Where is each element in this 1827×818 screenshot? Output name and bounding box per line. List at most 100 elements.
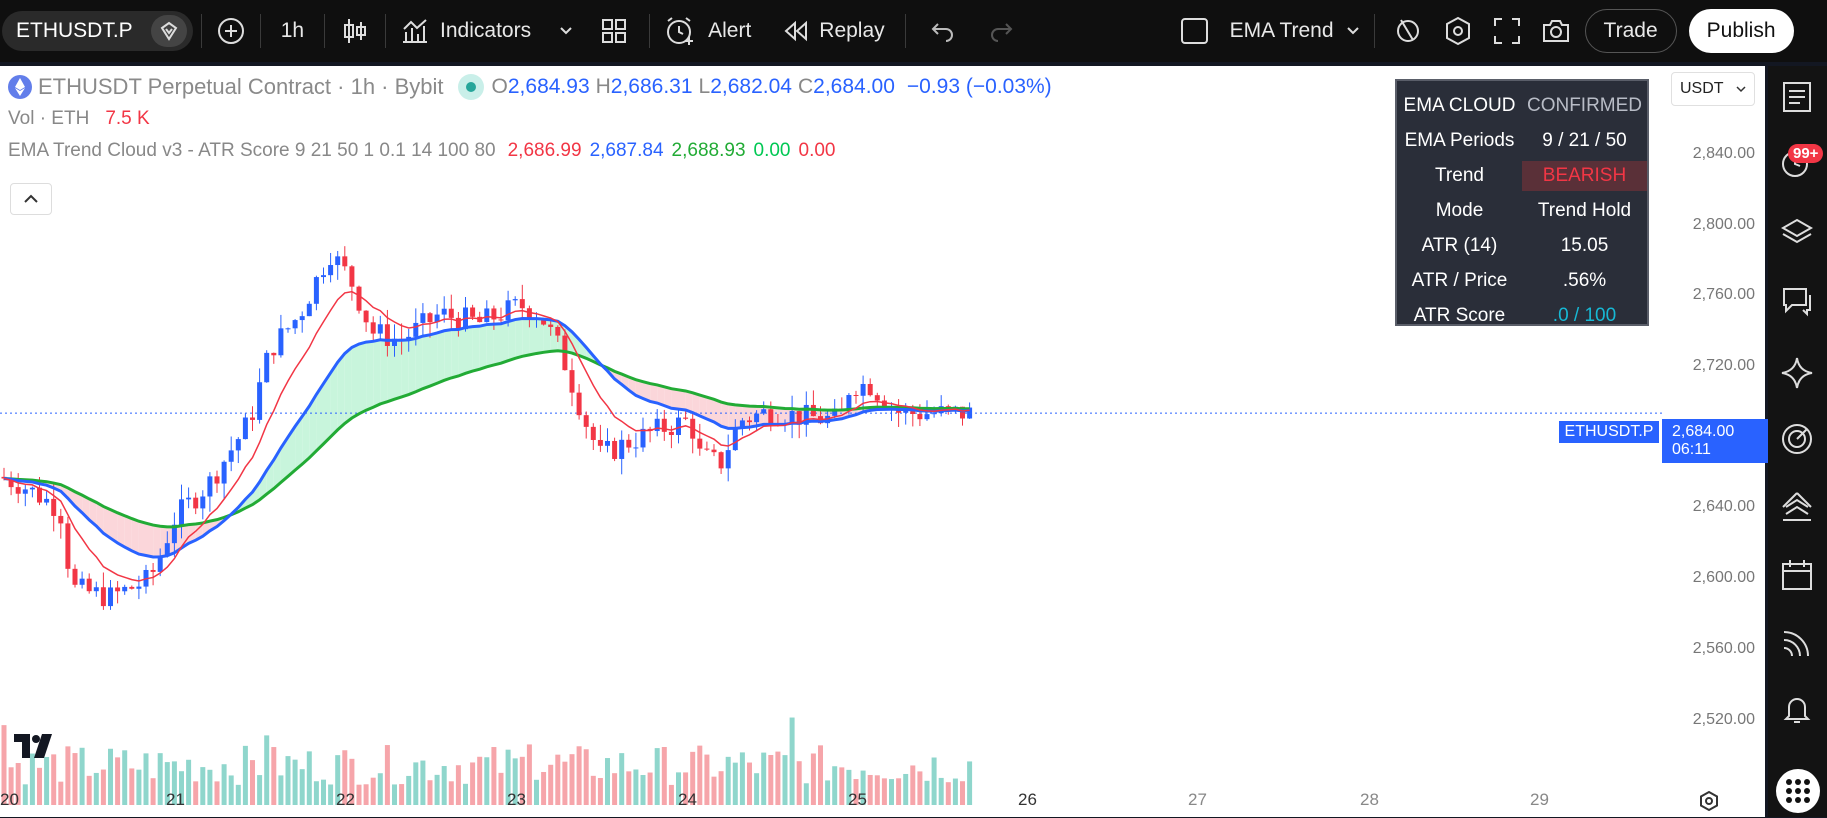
- volume-bar: [477, 756, 483, 805]
- interval-button[interactable]: 1h: [269, 0, 316, 62]
- candle-body: [654, 418, 660, 432]
- indicators-icon: [403, 19, 428, 43]
- watchlist-icon[interactable]: [1780, 80, 1814, 114]
- ema-cloud-segment: [465, 326, 473, 374]
- price-chart[interactable]: [0, 66, 1662, 817]
- candle-body: [470, 307, 476, 317]
- candle-body: [278, 328, 284, 356]
- chevron-down-icon[interactable]: [559, 26, 573, 36]
- symbol-options-icon[interactable]: [150, 15, 187, 47]
- time-axis[interactable]: 20 21 22 23 24 25 26 27 28 29: [0, 780, 1662, 817]
- ema-periods-value: 9 / 21 / 50: [1542, 130, 1627, 151]
- ema-cloud-segment: [153, 525, 161, 558]
- legend-title[interactable]: ETHUSDT Perpetual Contract · 1h · Bybit: [38, 74, 444, 99]
- ema-cloud-segment: [692, 392, 700, 416]
- ema-cloud-segment: [472, 326, 480, 372]
- volume-bar: [967, 761, 973, 805]
- fullscreen-icon[interactable]: [1483, 0, 1531, 62]
- candle-body: [484, 308, 490, 323]
- volume-bar: [242, 745, 248, 805]
- volume-bar: [470, 762, 476, 805]
- sparkle-icon[interactable]: [1780, 356, 1814, 390]
- layers-icon[interactable]: [1780, 216, 1814, 250]
- price-axis[interactable]: 2,840.00 2,800.00 2,760.00 2,720.00 2,64…: [1662, 66, 1765, 817]
- interval-label: 1h: [280, 19, 305, 42]
- ema-panel-row: Trend BEARISH: [1397, 161, 1647, 191]
- ema-cloud-segment: [124, 515, 132, 551]
- candle-body: [519, 299, 525, 309]
- ema-cloud-segment: [458, 327, 466, 376]
- currency-select[interactable]: USDT: [1671, 72, 1755, 106]
- ema-periods-key: EMA Periods: [1404, 130, 1515, 151]
- axis-settings-icon[interactable]: [1698, 790, 1720, 817]
- ema-cloud-segment: [117, 512, 125, 548]
- replay-button[interactable]: Replay: [757, 0, 890, 62]
- bell-icon[interactable]: [1780, 692, 1814, 726]
- ema-cloud-segment: [536, 318, 544, 354]
- apps-grid-icon[interactable]: [1776, 769, 1820, 813]
- quick-search-icon[interactable]: [1383, 0, 1433, 62]
- volume-bar: [640, 775, 646, 805]
- candle-body: [711, 449, 717, 453]
- candle-body: [626, 439, 632, 448]
- indicator-template-button[interactable]: EMA Trend: [1030, 0, 1360, 62]
- volume-bar: [562, 761, 568, 805]
- legend-volume-row[interactable]: Vol · ETH 7.5 K: [8, 108, 156, 130]
- chat-icon[interactable]: [1780, 284, 1814, 318]
- ideas-icon[interactable]: [1780, 490, 1814, 524]
- candle-body: [242, 417, 248, 440]
- camera-icon[interactable]: [1531, 0, 1585, 62]
- atr-key: ATR (14): [1421, 235, 1498, 256]
- volume-bar: [612, 773, 618, 805]
- ema-info-panel: EMA CLOUD CONFIRMED EMA Periods 9 / 21 /…: [1395, 79, 1649, 326]
- candle-body: [931, 413, 937, 415]
- chevron-down-icon[interactable]: [1346, 26, 1360, 36]
- volume-bar: [960, 781, 965, 805]
- undo-icon[interactable]: [914, 0, 972, 62]
- volume-bar: [505, 749, 511, 805]
- ema-cloud-key: EMA CLOUD: [1403, 95, 1516, 116]
- ema-cloud-segment: [302, 406, 310, 465]
- legend-symbol-row: ETHUSDT Perpetual Contract · 1h · Bybit …: [8, 74, 1058, 100]
- layouts-icon[interactable]: [579, 0, 641, 62]
- alert-button[interactable]: Alert: [658, 0, 757, 62]
- ema-cloud-segment: [650, 383, 658, 404]
- tradingview-logo[interactable]: [14, 734, 60, 765]
- volume-bar: [406, 775, 412, 805]
- redo-icon[interactable]: [972, 0, 1030, 62]
- chart-pane[interactable]: ETHUSDT Perpetual Contract · 1h · Bybit …: [0, 66, 1782, 817]
- candle-body: [612, 441, 618, 459]
- ema-cloud-segment: [543, 319, 551, 353]
- candle-body: [164, 543, 170, 556]
- ema-cloud-segment: [252, 482, 260, 505]
- legend-indicator-row[interactable]: EMA Trend Cloud v3 - ATR Score 9 21 50 1…: [8, 140, 841, 162]
- candle-body: [370, 322, 376, 334]
- trade-button[interactable]: Trade: [1584, 9, 1677, 53]
- calendar-icon[interactable]: [1780, 558, 1814, 592]
- ema-cloud-segment: [401, 339, 409, 397]
- settings-hexagon-icon[interactable]: [1433, 0, 1483, 62]
- indicators-label: Indicators: [440, 19, 532, 42]
- broadcast-icon[interactable]: [1780, 626, 1814, 660]
- time-tick: 20: [0, 790, 19, 809]
- volume-bar: [512, 758, 518, 805]
- indicators-button[interactable]: Indicators: [394, 0, 579, 62]
- mode-key: Mode: [1435, 200, 1484, 221]
- target-icon[interactable]: [1780, 422, 1814, 456]
- ema-cloud-segment: [422, 334, 430, 389]
- add-symbol-icon[interactable]: [210, 0, 252, 62]
- legend-collapse-button[interactable]: [10, 183, 52, 215]
- ema-cloud-segment: [67, 487, 75, 507]
- chart-type-icon[interactable]: [333, 0, 377, 62]
- currency-label: USDT: [1680, 80, 1724, 97]
- publish-button[interactable]: Publish: [1688, 9, 1794, 53]
- publish-label: Publish: [1706, 19, 1776, 42]
- time-tick: 26: [1018, 790, 1037, 809]
- volume-bar: [143, 753, 149, 805]
- volume-bar: [938, 777, 944, 805]
- volume-bar: [214, 781, 220, 805]
- symbol-search-button[interactable]: ETHUSDT.P: [2, 11, 193, 51]
- high-value: 2,686.31: [610, 75, 693, 98]
- volume-bar: [399, 784, 405, 805]
- candle-body: [150, 569, 156, 572]
